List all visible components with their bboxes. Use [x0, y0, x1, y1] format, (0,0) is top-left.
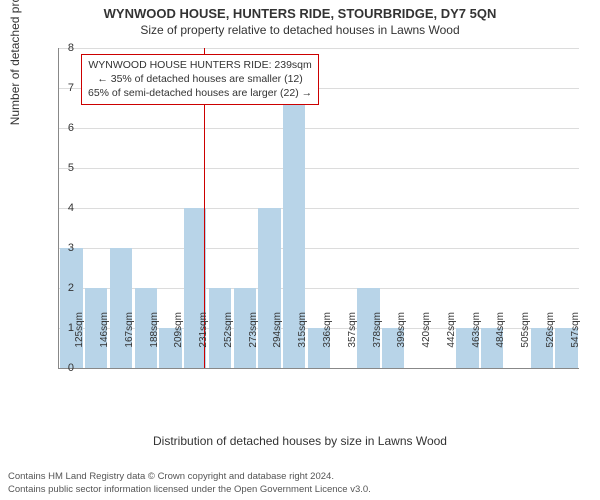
- gridline-h: [59, 208, 579, 209]
- x-tick-label: 547sqm: [570, 312, 581, 372]
- x-tick-label: 505sqm: [520, 312, 531, 372]
- x-tick-label: 526sqm: [545, 312, 556, 372]
- chart-title-main: WYNWOOD HOUSE, HUNTERS RIDE, STOURBRIDGE…: [0, 0, 600, 21]
- info-box-line: WYNWOOD HOUSE HUNTERS RIDE: 239sqm: [88, 58, 312, 72]
- gridline-h: [59, 128, 579, 129]
- x-tick-label: 125sqm: [74, 312, 85, 372]
- y-tick-label: 0: [54, 362, 74, 374]
- x-tick-label: 336sqm: [322, 312, 333, 372]
- footer-line-1: Contains HM Land Registry data © Crown c…: [8, 471, 371, 483]
- y-axis-label: Number of detached properties: [8, 0, 22, 125]
- x-tick-label: 209sqm: [173, 312, 184, 372]
- x-tick-label: 463sqm: [471, 312, 482, 372]
- y-tick-label: 4: [54, 202, 74, 214]
- y-tick-label: 5: [54, 162, 74, 174]
- x-tick-label: 378sqm: [372, 312, 383, 372]
- y-tick-label: 2: [54, 282, 74, 294]
- y-tick-label: 7: [54, 82, 74, 94]
- x-tick-label: 273sqm: [248, 312, 259, 372]
- x-tick-label: 420sqm: [421, 312, 432, 372]
- y-tick-label: 3: [54, 242, 74, 254]
- y-tick-label: 6: [54, 122, 74, 134]
- y-tick-label: 8: [54, 42, 74, 54]
- x-tick-label: 146sqm: [99, 312, 110, 372]
- y-tick-label: 1: [54, 322, 74, 334]
- x-tick-label: 231sqm: [198, 312, 209, 372]
- gridline-h: [59, 48, 579, 49]
- footer-line-2: Contains public sector information licen…: [8, 484, 371, 496]
- x-tick-label: 167sqm: [124, 312, 135, 372]
- x-tick-label: 484sqm: [495, 312, 506, 372]
- gridline-h: [59, 248, 579, 249]
- chart-title-sub: Size of property relative to detached ho…: [0, 21, 600, 37]
- x-tick-label: 188sqm: [149, 312, 160, 372]
- info-box: WYNWOOD HOUSE HUNTERS RIDE: 239sqm← 35% …: [81, 54, 319, 105]
- info-box-line: ← 35% of detached houses are smaller (12…: [88, 72, 312, 86]
- x-tick-label: 357sqm: [347, 312, 358, 372]
- x-tick-label: 442sqm: [446, 312, 457, 372]
- x-tick-label: 399sqm: [396, 312, 407, 372]
- x-axis-label: Distribution of detached houses by size …: [0, 434, 600, 448]
- x-tick-label: 315sqm: [297, 312, 308, 372]
- gridline-h: [59, 168, 579, 169]
- chart-container: WYNWOOD HOUSE, HUNTERS RIDE, STOURBRIDGE…: [0, 0, 600, 500]
- info-box-line: 65% of semi-detached houses are larger (…: [88, 86, 312, 100]
- chart-footer: Contains HM Land Registry data © Crown c…: [8, 471, 371, 496]
- x-tick-label: 294sqm: [272, 312, 283, 372]
- x-tick-label: 252sqm: [223, 312, 234, 372]
